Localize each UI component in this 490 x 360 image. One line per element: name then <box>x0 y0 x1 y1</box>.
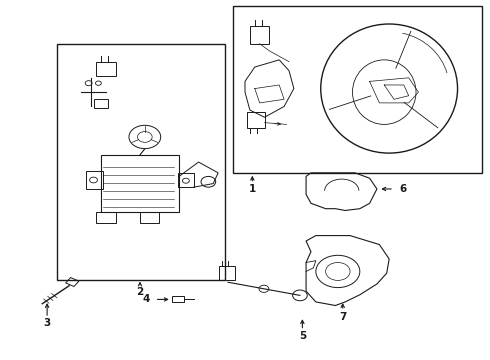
Bar <box>140 212 159 223</box>
Bar <box>250 26 270 44</box>
Bar <box>94 99 108 108</box>
Text: 4: 4 <box>142 294 149 305</box>
Text: 7: 7 <box>339 312 346 322</box>
Bar <box>101 155 179 212</box>
Text: 6: 6 <box>399 184 406 194</box>
Bar <box>57 44 225 280</box>
Bar <box>219 266 235 280</box>
Bar <box>233 6 482 173</box>
Text: 3: 3 <box>44 319 51 328</box>
Bar <box>172 296 184 302</box>
Bar <box>96 62 116 76</box>
Text: 2: 2 <box>136 287 144 297</box>
Bar <box>178 173 194 187</box>
Bar <box>247 112 265 128</box>
Text: 5: 5 <box>299 331 306 341</box>
Bar <box>96 212 116 223</box>
Bar <box>86 171 103 189</box>
Text: 1: 1 <box>249 184 256 194</box>
